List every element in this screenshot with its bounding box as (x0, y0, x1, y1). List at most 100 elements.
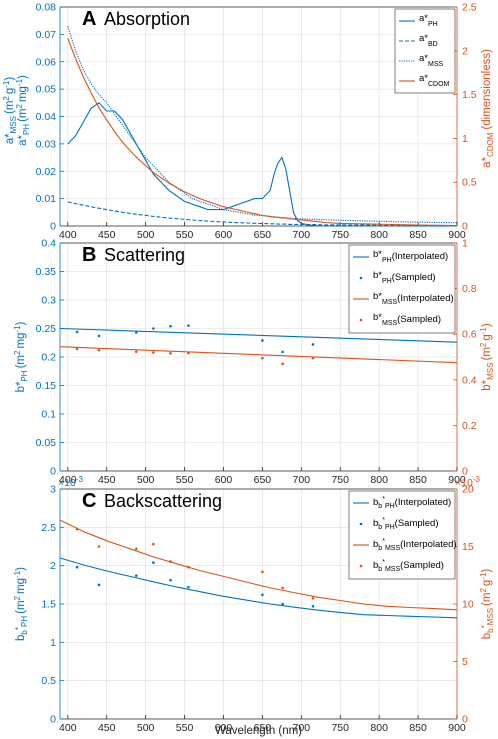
data-point (152, 561, 155, 564)
left-y-tick-label: 0.25 (36, 323, 57, 335)
data-point (261, 339, 264, 342)
legend: bb*PH(Interpolated)bb*PH(Sampled)bb*MSS(… (348, 490, 457, 580)
data-point (187, 585, 190, 589)
left-y-tick-label: 0 (50, 714, 56, 726)
data-point (187, 351, 190, 355)
series-line (59, 519, 458, 611)
legend-suffix: (Interpolated) (392, 251, 449, 262)
x-tick-label: 600 (215, 722, 233, 734)
label-unit: ) (481, 323, 493, 327)
legend-marker (359, 276, 363, 280)
x-tick-label: 800 (370, 722, 388, 734)
legend-suffix: (Sampled) (400, 560, 444, 571)
x-tick-label: 400 (59, 474, 77, 486)
x-tick-label: 750 (331, 722, 349, 734)
data-point (134, 547, 138, 551)
series-bb*PH(Interpolated) (59, 557, 458, 619)
data-point (169, 352, 172, 355)
data-point (187, 565, 190, 569)
legend-star: * (382, 538, 385, 545)
right-y-tick-label: 0.6 (462, 329, 477, 341)
x-tick-label: 700 (293, 229, 311, 241)
legend-sub: MSS (385, 566, 401, 573)
left-y-tick-label: 0.05 (36, 84, 57, 96)
legend-label: bb*PH(Sampled) (373, 517, 439, 531)
series-line (67, 26, 458, 224)
legend-label: a*PH (419, 13, 438, 28)
series-line (67, 38, 458, 227)
left-y-tick-label: 0.35 (36, 266, 57, 278)
legend-suffix: (Sampled) (395, 518, 439, 529)
left-y-axis-title-mss: a*MSS (m2 g-1) (2, 77, 18, 145)
right-y-axis-title: b*MSS (m2 g-1) (479, 323, 495, 391)
legend-main: a* (419, 53, 428, 64)
label-symbol: 2 (2, 96, 11, 101)
series-bb*MSS(Interpolated) (59, 519, 458, 611)
label-main: b* (15, 381, 27, 392)
label-unit: g (4, 88, 16, 94)
x-tick-label: 450 (98, 229, 116, 241)
legend-sub: b (378, 566, 382, 573)
label-star: * (14, 627, 23, 630)
legend-suffix: (Interpolated) (400, 539, 457, 550)
left-y-tick-label: 0.05 (36, 437, 57, 449)
legend-star: * (382, 517, 385, 524)
data-point (281, 602, 284, 606)
label-main: a* (4, 133, 16, 144)
legend-main: a* (419, 33, 428, 44)
label-sub: MSS (9, 116, 18, 133)
legend-sub: b (378, 524, 382, 531)
label-unit: ) (15, 567, 27, 571)
right-y-tick-label: 2.5 (462, 2, 477, 14)
legend-sub: CDOM (428, 81, 450, 88)
right-axis-exponent: ×10-3 (455, 475, 480, 489)
right-y-tick-label: 15 (462, 541, 474, 553)
data-point (97, 334, 101, 338)
x-tick-label: 500 (137, 474, 155, 486)
left-y-axis-title: b*PH (m2mg-1) (13, 321, 29, 392)
right-y-tick-label: 0.8 (462, 283, 477, 295)
legend-label: bb*MSS(Interpolated) (373, 538, 457, 552)
label-symbol: 2 (479, 588, 488, 593)
label-sub: CDOM (486, 132, 495, 157)
x-tick-label: 700 (293, 722, 311, 734)
legend-suffix: (Sampled) (397, 314, 441, 325)
legend-sub: PH (428, 21, 438, 28)
legend-label: b*MSS(Sampled) (373, 312, 441, 327)
label-sub: b (486, 628, 495, 633)
series-b*MSS(Sampled) (75, 347, 315, 366)
series-a*BD (67, 201, 457, 227)
right-y-tick-label: 5 (462, 656, 468, 668)
label-unit: ) (17, 75, 29, 79)
legend-sub: MSS (428, 61, 444, 68)
legend-main: a* (419, 73, 428, 84)
label-unit: (m (481, 593, 493, 606)
x-tick-label: 450 (98, 474, 116, 486)
data-point (187, 324, 190, 327)
data-point (75, 330, 79, 334)
legend-sub: b (378, 545, 382, 552)
x-tick-label: 650 (254, 229, 272, 241)
x-tick-label: 850 (409, 229, 427, 241)
x-tick-label: 850 (409, 474, 427, 486)
exponent-base: ×10 (455, 477, 473, 489)
right-y-tick-label: 0.5 (462, 177, 477, 189)
label-symbol: -1 (2, 80, 11, 88)
right-y-tick-label: 0.2 (462, 420, 477, 432)
label-main: b (481, 633, 493, 639)
series-bb*MSS(Sampled) (75, 527, 315, 600)
right-y-tick-label: 0 (462, 714, 468, 726)
legend-suffix: (Interpolated) (395, 497, 452, 508)
panel-a: 400 450 500 550 600 650 700 750 800 850 90000.010.… (2, 2, 495, 242)
label-unit: mg (15, 333, 27, 349)
label-main: a* (17, 135, 29, 146)
legend-sub: MSS (382, 299, 398, 306)
x-tick-label: 450 (98, 722, 116, 734)
series-line (67, 102, 457, 227)
legend-label: b*PH(Interpolated) (373, 249, 448, 264)
legend-sub: b (378, 503, 382, 510)
legend-box (348, 244, 456, 334)
data-point (97, 583, 101, 587)
legend-marker (359, 318, 363, 322)
legend-label: b*PH(Sampled) (373, 270, 436, 285)
